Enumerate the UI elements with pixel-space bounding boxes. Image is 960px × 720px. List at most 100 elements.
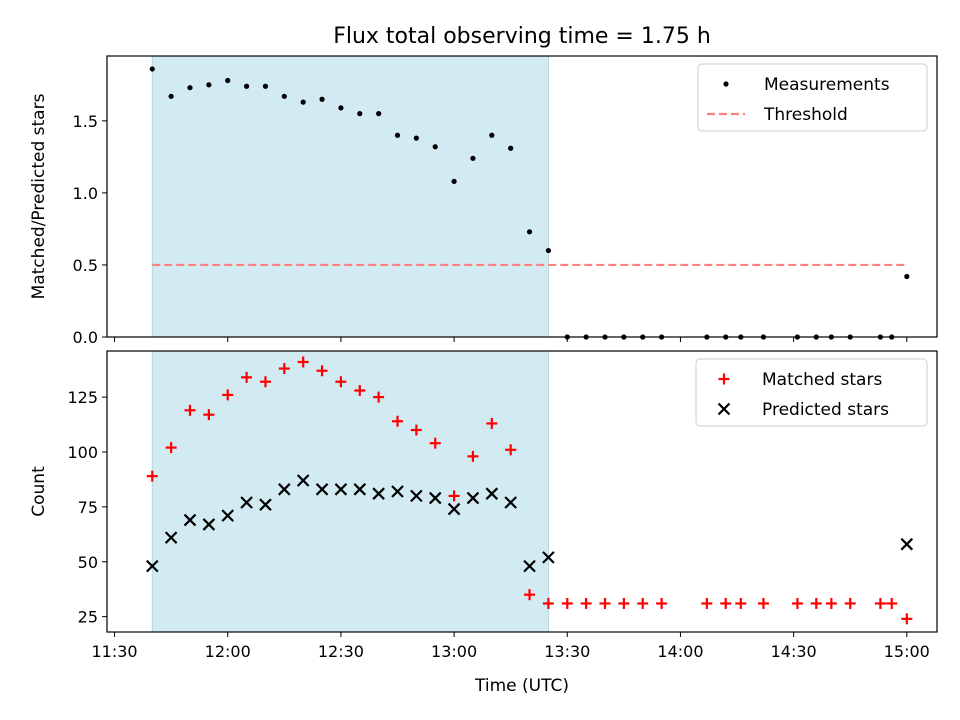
data-point — [335, 376, 347, 388]
legend-label: Matched stars — [762, 370, 882, 390]
data-point — [243, 83, 250, 89]
x-tick-label: 13:30 — [544, 642, 590, 661]
legend-box — [697, 63, 928, 132]
data-point — [886, 597, 898, 609]
data-point — [447, 502, 461, 516]
data-point — [720, 597, 732, 609]
y-tick-label: 0.0 — [73, 328, 98, 347]
legend-marker — [723, 81, 729, 87]
data-point — [168, 93, 174, 99]
x-tick-label: 15:00 — [884, 642, 930, 661]
legend-label: Measurements — [764, 75, 890, 95]
data-point — [149, 66, 155, 72]
data-point — [222, 389, 234, 401]
y-tick-label: 50 — [78, 553, 98, 572]
data-point — [391, 485, 404, 498]
data-point — [791, 597, 803, 609]
y-tick-label: 0.5 — [73, 256, 98, 275]
data-point — [505, 444, 517, 456]
x-tick-label: 14:30 — [771, 642, 817, 661]
data-point — [486, 417, 498, 429]
data-point — [410, 489, 423, 503]
y-tick-label: 125 — [67, 388, 98, 407]
x-tick-label: 12:30 — [318, 642, 364, 661]
data-point — [146, 470, 158, 482]
data-point — [394, 132, 401, 138]
data-point — [904, 273, 910, 280]
data-point — [300, 99, 306, 105]
data-point — [523, 559, 536, 573]
series-predicted-stars — [145, 474, 914, 573]
data-point — [466, 491, 480, 505]
data-point — [259, 498, 272, 511]
data-point — [281, 93, 287, 99]
data-point — [844, 597, 856, 609]
y-tick-label: 75 — [78, 498, 98, 517]
data-point — [354, 385, 366, 397]
data-point — [259, 376, 271, 388]
data-point — [278, 483, 291, 496]
data-point — [485, 487, 499, 500]
data-point — [542, 551, 555, 564]
data-point — [184, 404, 196, 416]
data-point — [319, 96, 325, 102]
data-point — [542, 597, 554, 609]
data-point — [524, 589, 536, 601]
data-point — [901, 613, 913, 625]
data-point — [206, 82, 212, 88]
data-point — [618, 597, 630, 609]
data-point — [202, 518, 216, 531]
data-point — [353, 483, 367, 496]
series-matched-stars — [146, 356, 913, 625]
data-point — [373, 391, 385, 403]
data-point — [701, 597, 713, 609]
data-point — [874, 597, 886, 609]
data-point — [164, 531, 178, 544]
data-point — [470, 155, 476, 161]
data-point — [580, 597, 592, 609]
data-point — [372, 487, 385, 500]
legend-box — [695, 358, 928, 427]
data-point — [203, 409, 215, 421]
y-axis-label: Matched/Predicted stars — [29, 93, 49, 299]
data-point — [262, 83, 269, 89]
x-tick-label: 14:00 — [657, 642, 703, 661]
legend-label: Threshold — [763, 105, 848, 125]
y-tick-label: 1.0 — [73, 184, 98, 203]
y-tick-label: 100 — [67, 443, 98, 462]
x-tick-label: 11:30 — [91, 642, 137, 661]
data-point — [429, 437, 441, 449]
plot-frame — [106, 55, 938, 338]
data-point — [825, 597, 837, 609]
data-point — [561, 597, 573, 609]
data-point — [467, 450, 479, 462]
y-tick-label: 1.5 — [73, 112, 98, 131]
data-point — [221, 509, 235, 522]
data-point — [225, 77, 231, 84]
y-axis-label: Count — [29, 466, 49, 517]
legend-label: Predicted stars — [762, 400, 889, 420]
data-point — [504, 496, 517, 509]
data-point — [448, 490, 460, 502]
data-point — [545, 247, 552, 254]
data-point — [508, 145, 514, 151]
data-point — [451, 178, 457, 184]
x-tick-label: 12:00 — [205, 642, 251, 661]
legend: Matched stars Predicted stars — [695, 358, 928, 427]
x-tick-label: 13:00 — [431, 642, 477, 661]
data-point — [432, 144, 438, 150]
observing-window-shade — [151, 350, 549, 633]
data-point — [241, 371, 253, 383]
data-point — [315, 483, 329, 496]
series-measurements — [149, 66, 910, 340]
data-point — [376, 111, 382, 117]
data-point — [187, 85, 193, 91]
data-point — [757, 597, 769, 609]
data-point — [637, 597, 649, 609]
data-point — [735, 597, 747, 609]
data-point — [810, 597, 822, 609]
legend-marker — [718, 373, 730, 385]
data-point — [599, 597, 611, 609]
data-point — [489, 132, 495, 138]
data-point — [278, 363, 290, 375]
